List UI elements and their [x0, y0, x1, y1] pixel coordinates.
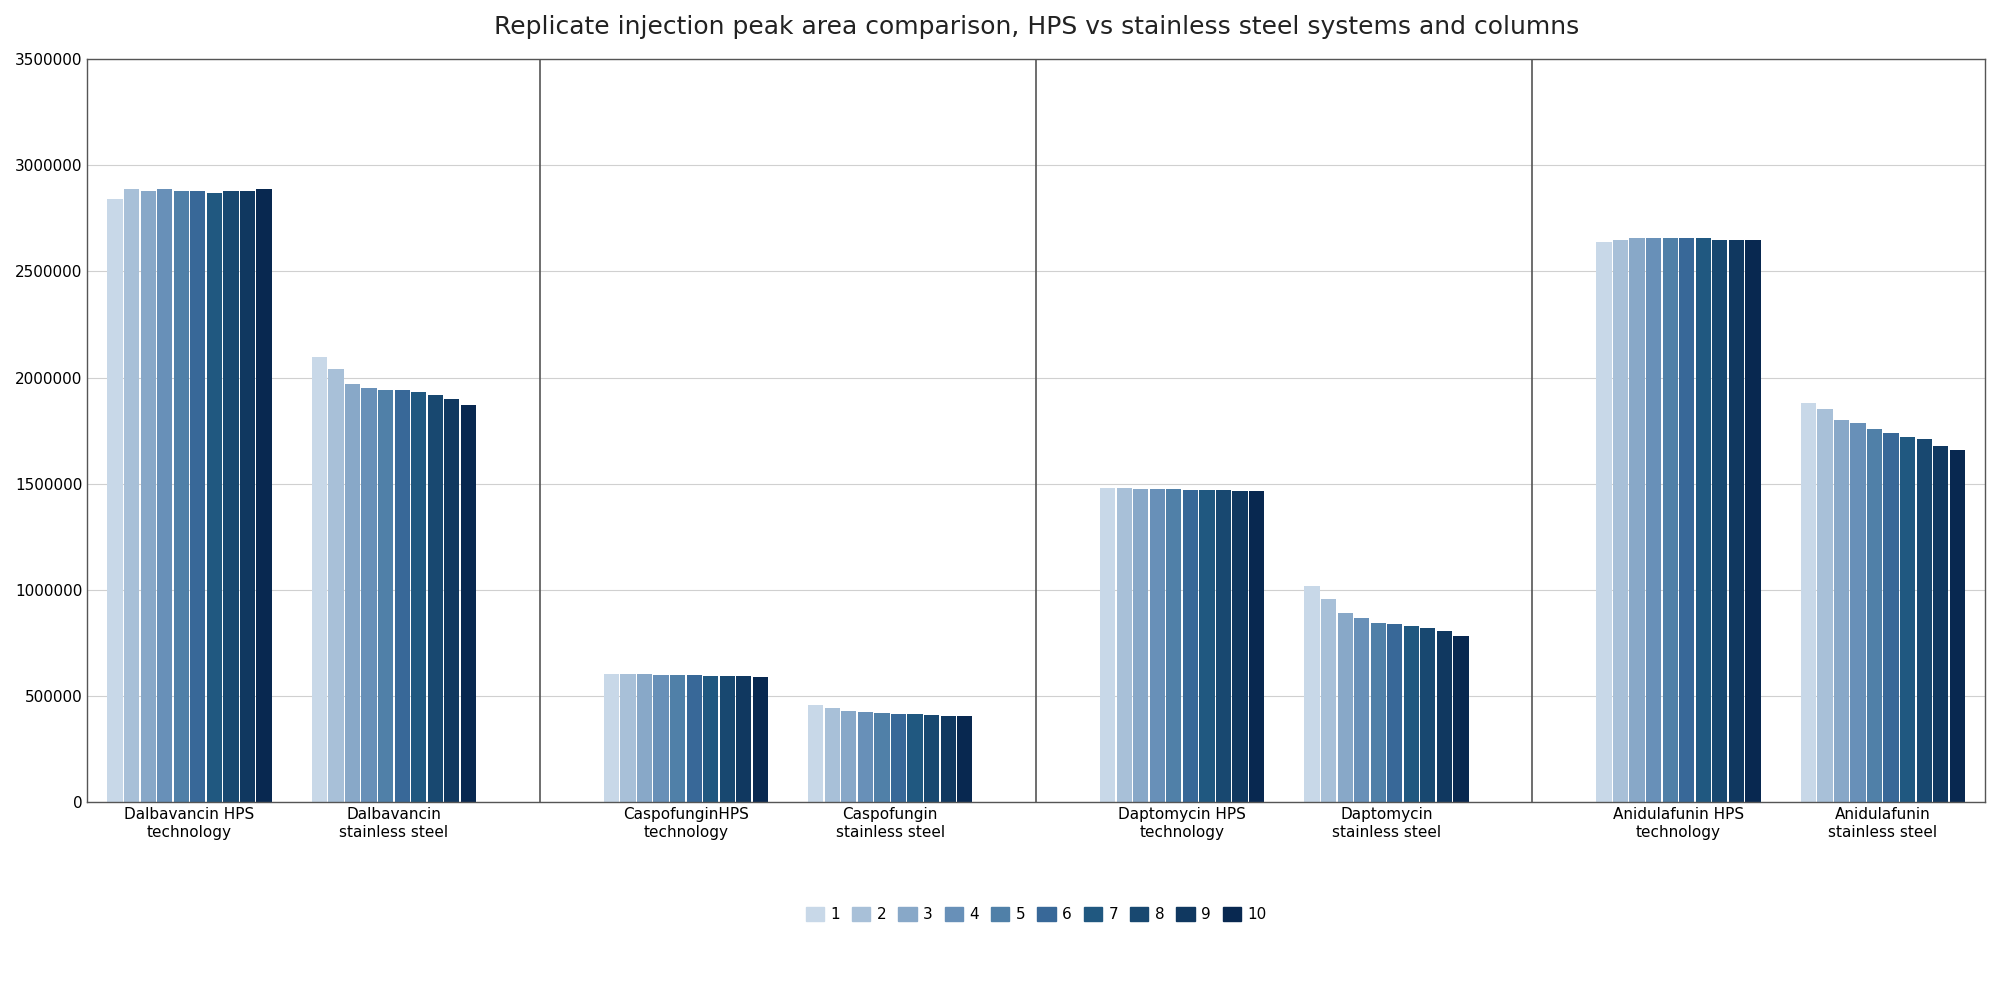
Bar — [190, 191, 206, 802]
Bar — [1134, 489, 1148, 802]
Bar — [824, 708, 840, 802]
Bar — [1182, 490, 1198, 802]
Bar — [1728, 240, 1744, 802]
Bar — [1166, 489, 1182, 802]
Bar — [808, 705, 824, 802]
Bar — [460, 405, 476, 802]
Bar — [1630, 239, 1644, 802]
Bar — [1370, 623, 1386, 802]
Bar — [958, 717, 972, 802]
Bar — [344, 384, 360, 802]
Bar — [124, 189, 140, 802]
Bar — [1680, 239, 1694, 802]
Bar — [1916, 439, 1932, 802]
Bar — [1900, 437, 1916, 802]
Bar — [604, 674, 620, 802]
Bar — [636, 674, 652, 802]
Bar — [1436, 632, 1452, 802]
Bar — [1834, 420, 1850, 802]
Bar — [1200, 490, 1214, 802]
Bar — [240, 191, 256, 802]
Bar — [174, 191, 188, 802]
Bar — [1818, 409, 1832, 802]
Bar — [1100, 488, 1116, 802]
Bar — [1934, 445, 1948, 802]
Bar — [1248, 491, 1264, 802]
Bar — [378, 390, 394, 802]
Bar — [256, 189, 272, 802]
Bar — [890, 715, 906, 802]
Bar — [1388, 624, 1402, 802]
Bar — [1696, 239, 1710, 802]
Bar — [1116, 488, 1132, 802]
Bar — [206, 193, 222, 802]
Bar — [842, 712, 856, 802]
Bar — [158, 189, 172, 802]
Bar — [1800, 403, 1816, 802]
Bar — [670, 675, 686, 802]
Bar — [1454, 636, 1468, 802]
Bar — [1216, 490, 1232, 802]
Bar — [444, 399, 460, 802]
Bar — [140, 191, 156, 802]
Bar — [908, 715, 922, 802]
Bar — [412, 392, 426, 802]
Bar — [720, 676, 734, 802]
Bar — [1646, 239, 1662, 802]
Bar — [108, 200, 122, 802]
Bar — [394, 390, 410, 802]
Bar — [736, 676, 752, 802]
Bar — [1612, 240, 1628, 802]
Bar — [924, 716, 940, 802]
Bar — [1596, 242, 1612, 802]
Bar — [1322, 599, 1336, 802]
Bar — [1850, 423, 1866, 802]
Bar — [1338, 614, 1352, 802]
Bar — [328, 369, 344, 802]
Bar — [1712, 240, 1728, 802]
Bar — [1420, 629, 1436, 802]
Bar — [752, 677, 768, 802]
Bar — [224, 191, 238, 802]
Bar — [1662, 239, 1678, 802]
Bar — [1404, 626, 1418, 802]
Bar — [1150, 489, 1164, 802]
Bar — [1354, 618, 1370, 802]
Bar — [874, 714, 890, 802]
Bar — [312, 357, 328, 802]
Bar — [940, 717, 956, 802]
Bar — [1866, 428, 1882, 802]
Bar — [1884, 433, 1898, 802]
Bar — [620, 674, 636, 802]
Bar — [1232, 491, 1248, 802]
Bar — [858, 713, 874, 802]
Bar — [428, 394, 442, 802]
Bar — [654, 675, 668, 802]
Bar — [1304, 586, 1320, 802]
Bar — [1950, 450, 1964, 802]
Legend: 1, 2, 3, 4, 5, 6, 7, 8, 9, 10: 1, 2, 3, 4, 5, 6, 7, 8, 9, 10 — [800, 901, 1272, 928]
Title: Replicate injection peak area comparison, HPS vs stainless steel systems and col: Replicate injection peak area comparison… — [494, 15, 1578, 39]
Bar — [704, 676, 718, 802]
Bar — [362, 388, 376, 802]
Bar — [1746, 240, 1760, 802]
Bar — [686, 675, 702, 802]
